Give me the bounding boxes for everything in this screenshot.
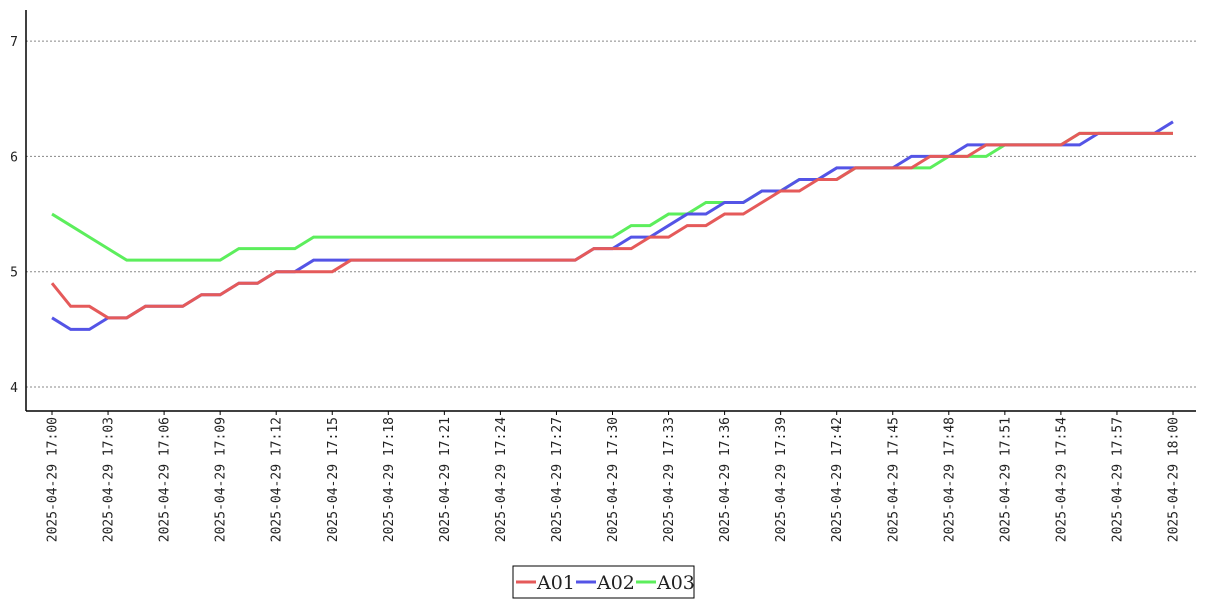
x-tick-label: 2025-04-29 17:30 — [606, 417, 621, 542]
y-tick-label: 5 — [10, 266, 18, 281]
x-tick-label: 2025-04-29 17:48 — [942, 417, 957, 542]
x-tick-label: 2025-04-29 17:24 — [494, 417, 509, 542]
x-tick-label: 2025-04-29 17:54 — [1054, 417, 1069, 542]
y-axis-ticks: 4 5 6 7 — [10, 35, 18, 396]
x-tick-label: 2025-04-29 17:09 — [214, 417, 229, 542]
x-tick-label: 2025-04-29 17:03 — [102, 417, 117, 542]
series-line-a02 — [51, 120, 1174, 331]
x-tick-label: 2025-04-29 17:15 — [326, 417, 341, 542]
series-line-a03 — [51, 131, 1173, 262]
x-tick-label: 2025-04-29 17:33 — [662, 417, 677, 542]
series-lines — [50, 120, 1174, 331]
y-tick-label: 4 — [10, 381, 18, 396]
x-tick-label: 2025-04-29 17:00 — [46, 417, 61, 542]
legend-label-a02: A02 — [596, 572, 635, 594]
x-tick-label: 2025-04-29 17:42 — [830, 417, 845, 542]
x-tick-label: 2025-04-29 18:00 — [1167, 417, 1182, 542]
legend: A01 A02 A03 — [512, 565, 695, 599]
x-tick-label: 2025-04-29 17:57 — [1110, 417, 1125, 542]
legend-box — [512, 565, 695, 599]
y-tick-label: 6 — [10, 150, 18, 165]
x-tick-label: 2025-04-29 17:27 — [550, 417, 565, 542]
x-tick-label: 2025-04-29 17:06 — [158, 417, 173, 542]
x-tick-label: 2025-04-29 17:36 — [718, 417, 733, 542]
x-tick-label: 2025-04-29 17:21 — [438, 417, 453, 542]
y-tick-label: 7 — [10, 35, 18, 50]
x-tick-label: 2025-04-29 17:12 — [270, 417, 285, 542]
legend-label-a01: A01 — [536, 572, 575, 594]
x-axis-ticks: 2025-04-29 17:00 2025-04-29 17:03 2025-04-… — [46, 411, 1182, 542]
x-tick-label: 2025-04-29 17:45 — [886, 417, 901, 542]
x-tick-label: 2025-04-29 17:18 — [382, 417, 397, 542]
grid-lines — [26, 40, 1196, 388]
series-line-a01 — [50, 131, 1173, 320]
x-tick-label: 2025-04-29 17:51 — [998, 417, 1013, 542]
legend-label-a03: A03 — [656, 572, 695, 594]
x-tick-label: 2025-04-29 17:39 — [774, 417, 789, 542]
